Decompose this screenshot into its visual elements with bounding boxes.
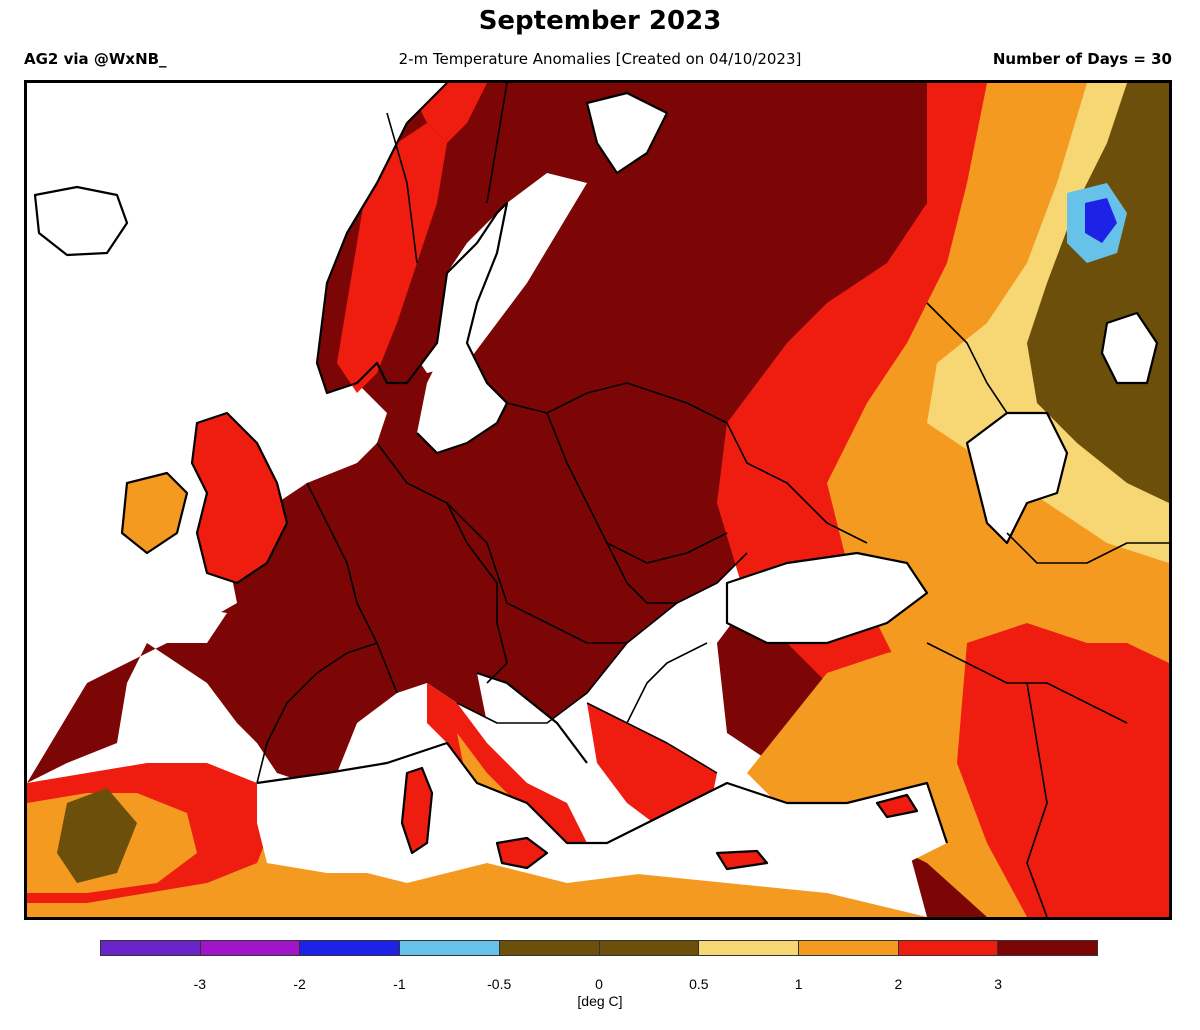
baltic-sea [417,203,507,453]
credit-label: AG2 via @WxNB_ [24,50,167,68]
ireland [122,473,187,553]
colorbar-tick-label: -3 [193,976,207,992]
colorbar-tick-label: 2 [894,976,903,992]
colorbar-tick-label: 1 [794,976,803,992]
colorbar-segment [499,941,600,955]
iberia-neutral [57,788,137,883]
map-canvas [27,83,1169,917]
caspian-sea [967,413,1067,543]
balkans-red [587,703,717,833]
colorbar-segment [998,941,1098,955]
colorbar-tick-label: 0 [595,976,603,992]
mediterranean-sea [257,743,947,883]
colorbar-segment [699,941,799,955]
colorbar-segment [599,941,700,955]
map-subtitle: 2-m Temperature Anomalies [Created on 04… [398,50,802,68]
colorbar-tick-label: -0.5 [487,976,512,992]
east-neutral-band [1027,83,1169,503]
colorbar-segment [798,941,899,955]
east-cold-spot [1085,198,1117,243]
colorbar-tick-label: -1 [393,976,406,992]
colorbar-segment [200,941,301,955]
colorbar-unit-label: [deg C] [577,993,623,1009]
colorbar-segment [300,941,401,955]
colorbar-segment [101,941,201,955]
colorbar [100,940,1098,956]
norway-coast-red [337,123,447,393]
italy-red [427,683,587,863]
colorbar-tick-label: 0.5 [689,976,709,992]
colorbar-tick-label: 3 [994,976,1003,992]
map-title: September 2023 [478,6,722,36]
sicily [497,838,547,868]
country-borders [256,83,1169,917]
black-sea [727,553,927,643]
colorbar-segment [898,941,999,955]
adriatic-sea [477,673,587,783]
north-atlantic [27,83,447,773]
number-of-days-label: Number of Days = 30 [992,50,1172,68]
anomaly-map [24,80,1172,920]
corsica-sardinia [402,768,432,853]
coastlines [33,83,1159,871]
colorbar-tick-label: -2 [293,976,306,992]
anatolia-red [957,623,1169,917]
colorbar-segment [400,941,500,955]
aral-sea [1102,313,1157,383]
